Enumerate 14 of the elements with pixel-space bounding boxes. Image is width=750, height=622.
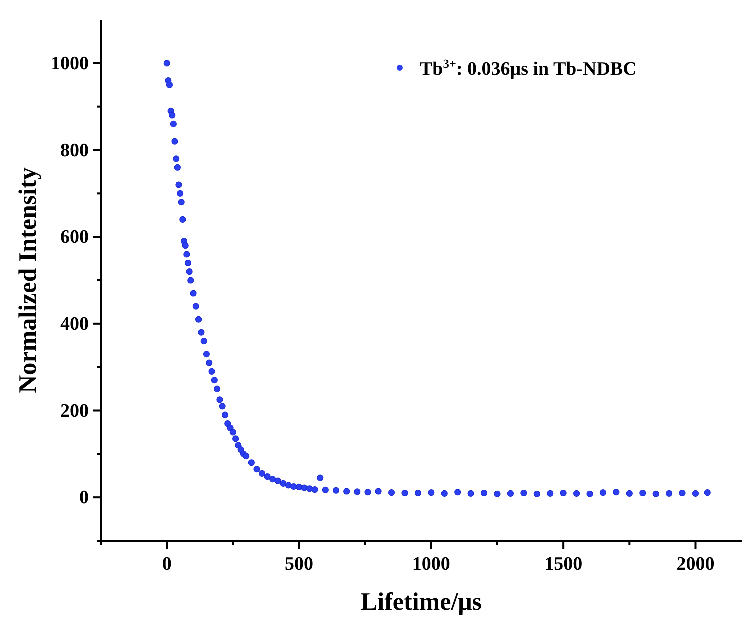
y-tick-label: 800 — [60, 140, 89, 162]
y-tick-label: 1000 — [51, 53, 89, 74]
x-tick-label: 1500 — [544, 554, 583, 575]
y-tick-label: 600 — [60, 227, 89, 248]
x-tick-label: 1000 — [412, 554, 450, 575]
x-tick-label: 2000 — [676, 554, 715, 575]
y-tick-label: 400 — [60, 314, 89, 335]
y-tick-label: 0 — [80, 488, 89, 509]
legend-label: Tb$^{3+}$: 0.036μs in Tb-NDBC — [420, 57, 637, 80]
x-axis-title: Lifetime/μs — [360, 589, 482, 616]
y-tick-label: 200 — [60, 400, 89, 422]
x-tick-label: 0 — [162, 554, 172, 575]
y-axis-title: Normalized Intensity — [15, 167, 42, 394]
x-tick-label: 500 — [284, 554, 314, 575]
